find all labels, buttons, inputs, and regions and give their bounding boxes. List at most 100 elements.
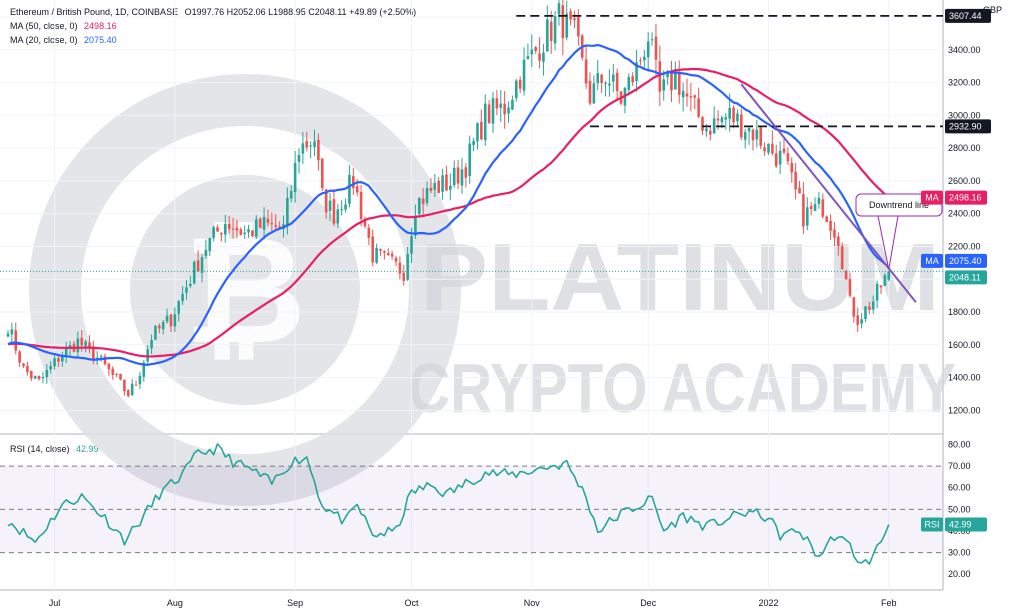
candle-body xyxy=(76,338,80,353)
candle-body xyxy=(309,145,312,147)
rsi-legend: RSI (14, close) 42.99 xyxy=(10,444,99,454)
watermark-line2: CRYPTO ACADEMY xyxy=(408,349,956,427)
chart-legend-symbol: Ethereum / British Pound, 1D, COINBASE O… xyxy=(10,7,416,17)
candle-body xyxy=(313,141,316,148)
candle-body xyxy=(724,117,728,120)
candle-body xyxy=(464,167,468,178)
candle-body xyxy=(33,375,37,379)
candle-body xyxy=(41,376,45,379)
level-price-label: 2932.90 xyxy=(949,121,982,131)
candle-body xyxy=(239,229,243,235)
candle-body xyxy=(286,197,289,226)
candle-body xyxy=(53,358,56,367)
candle-body xyxy=(534,47,537,51)
candle-body xyxy=(266,218,270,223)
candle-body xyxy=(92,346,95,361)
ma50-legend-value: 2498.16 xyxy=(84,21,117,31)
rsi-tag xyxy=(945,517,987,532)
candle-body xyxy=(817,197,821,205)
candle-body xyxy=(208,237,212,251)
candle-body xyxy=(705,128,708,132)
ma50-legend: MA (50, close, 0) 2498.16 xyxy=(10,21,117,31)
rsi-tick-label: 30.00 xyxy=(948,548,971,558)
candle-body xyxy=(887,271,891,280)
candle-body xyxy=(837,236,840,246)
candle-body xyxy=(487,104,491,124)
candle-body xyxy=(805,207,809,226)
candle-body xyxy=(332,199,336,224)
candle-body xyxy=(809,206,813,210)
candle-body xyxy=(825,216,828,222)
candle-body xyxy=(22,363,25,367)
candle-body xyxy=(367,227,371,238)
candle-body xyxy=(495,98,499,109)
candle-body xyxy=(169,314,173,327)
candle-body xyxy=(736,113,739,122)
candle-body xyxy=(503,103,506,115)
candle-body xyxy=(848,279,852,296)
candle-body xyxy=(483,103,487,140)
candle-body xyxy=(173,314,177,327)
candle-body xyxy=(262,216,266,230)
drawings[interactable]: Downtrend line xyxy=(0,14,943,303)
candle-body xyxy=(526,56,530,60)
candle-body xyxy=(821,199,825,217)
candle-body xyxy=(689,96,693,98)
candle-body xyxy=(348,175,351,204)
candle-body xyxy=(476,123,479,142)
candle-body xyxy=(491,98,495,124)
rsi-tick-label: 60.00 xyxy=(948,483,971,493)
candle-body xyxy=(103,356,107,365)
candle-body xyxy=(421,198,425,204)
candle-body xyxy=(511,99,514,110)
candle-body xyxy=(220,233,223,235)
candle-body xyxy=(223,224,227,235)
ma20-prefix-label: MA xyxy=(925,256,939,266)
candle-body xyxy=(383,251,386,253)
candle-body xyxy=(111,368,115,375)
time-tick-label: Dec xyxy=(640,598,657,608)
rsi-legend-label: RSI (14, close) xyxy=(10,444,70,454)
price-tick-label: 3400.00 xyxy=(948,45,981,55)
candle-body xyxy=(840,246,844,270)
candle-body xyxy=(317,139,320,161)
candle-body xyxy=(64,348,68,356)
candle-body xyxy=(433,182,437,190)
candle-body xyxy=(751,129,755,141)
candle-body xyxy=(289,190,293,199)
candle-body xyxy=(553,16,557,44)
candle-body xyxy=(549,21,553,42)
rsi-prefix-label: RSI xyxy=(924,519,939,529)
time-tick-label: Sep xyxy=(287,598,303,608)
candle-body xyxy=(189,284,192,287)
candle-body xyxy=(177,301,181,314)
candle-body xyxy=(119,373,122,380)
candle-body xyxy=(371,236,375,263)
candle-body xyxy=(460,169,464,186)
candle-body xyxy=(243,232,246,235)
candle-body xyxy=(379,249,382,251)
candle-body xyxy=(437,180,440,193)
candle-body xyxy=(10,329,14,335)
candle-body xyxy=(355,186,359,193)
candle-body xyxy=(755,129,759,140)
candle-body xyxy=(150,339,153,349)
level-price-tag xyxy=(945,119,991,134)
rsi-tag-value: 42.99 xyxy=(949,519,972,529)
candle-body xyxy=(604,82,607,84)
candle-body xyxy=(763,147,766,152)
price-tick-label: 2600.00 xyxy=(948,176,981,186)
candle-body xyxy=(26,365,29,373)
candle-body xyxy=(274,225,278,227)
grid xyxy=(0,0,943,590)
candle-body xyxy=(398,262,402,274)
candle-body xyxy=(344,204,347,210)
price-tick-label: 3200.00 xyxy=(948,78,981,88)
ma20-legend-label: MA (20, close, 0) xyxy=(10,35,78,45)
currency-label: GBP xyxy=(983,5,1002,15)
candle-body xyxy=(45,370,49,378)
rsi-pane[interactable] xyxy=(0,443,943,565)
candle-body xyxy=(429,187,433,192)
candle-body xyxy=(514,80,518,99)
